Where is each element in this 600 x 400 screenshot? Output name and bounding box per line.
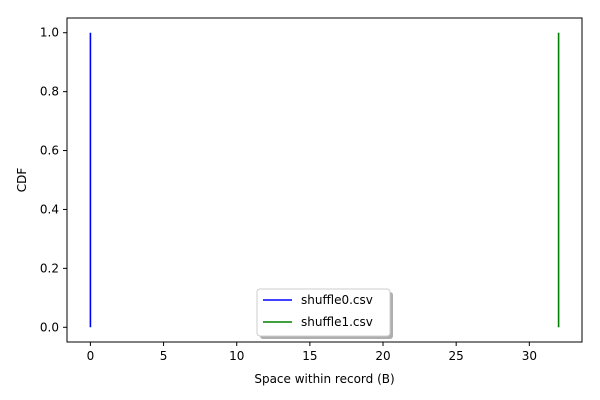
legend-label-1: shuffle1.csv xyxy=(301,315,373,329)
legend-label-0: shuffle0.csv xyxy=(301,293,373,307)
series-group xyxy=(89,32,560,328)
x-tick-label-6: 30 xyxy=(522,349,537,363)
y-axis-label: CDF xyxy=(15,168,29,193)
x-tick-label-0: 0 xyxy=(87,349,95,363)
y-tick-label-0: 0.0 xyxy=(40,320,59,334)
y-tick-label-2: 0.4 xyxy=(40,202,59,216)
x-axis-ticks: 0 5 10 15 20 25 30 xyxy=(87,342,537,363)
y-tick-label-5: 1.0 xyxy=(40,26,59,40)
x-tick-label-2: 10 xyxy=(229,349,244,363)
legend: shuffle0.csv shuffle1.csv xyxy=(256,288,393,339)
y-tick-label-3: 0.6 xyxy=(40,144,59,158)
y-axis-ticks: 0.0 0.2 0.4 0.6 0.8 1.0 xyxy=(40,26,67,334)
x-tick-label-5: 25 xyxy=(449,349,464,363)
axes-frame xyxy=(66,17,583,343)
y-tick-label-4: 0.8 xyxy=(40,85,59,99)
legend-items: shuffle0.csv shuffle1.csv xyxy=(263,293,373,329)
x-tick-label-4: 20 xyxy=(375,349,390,363)
x-axis-label: Space within record (B) xyxy=(254,372,394,386)
x-tick-label-3: 15 xyxy=(302,349,317,363)
x-tick-label-1: 5 xyxy=(160,349,168,363)
y-tick-label-1: 0.2 xyxy=(40,261,59,275)
